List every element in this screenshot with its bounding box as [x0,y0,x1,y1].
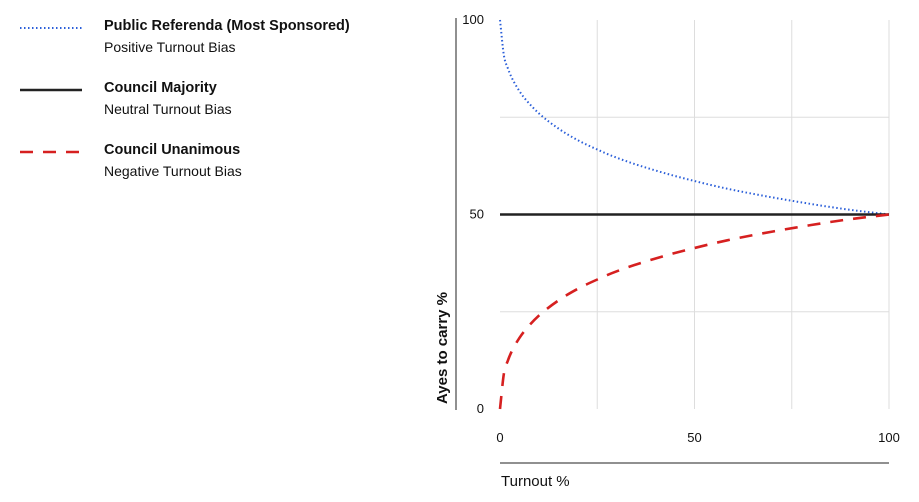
legend-item-public-referenda: Public Referenda (Most Sponsored) Positi… [20,18,400,80]
y-tick-label: 0 [477,401,484,416]
legend-item-council-majority: Council Majority Neutral Turnout Bias [20,80,400,142]
x-tick-label: 50 [687,430,701,445]
legend-item-council-unanimous: Council Unanimous Negative Turnout Bias [20,142,400,204]
legend-label: Council Unanimous [104,142,241,158]
x-tick-label: 100 [878,430,900,445]
y-tick-label: 50 [470,207,484,222]
tick-labels: 0 50 100 0 50 100 [462,12,900,445]
chart-legend: Public Referenda (Most Sponsored) Positi… [20,18,400,204]
x-axis-label: Turnout % [501,473,570,490]
legend-swatch-solid [20,88,82,92]
legend-sublabel: Positive Turnout Bias [104,39,236,55]
series-lines [498,19,890,410]
y-tick-label: 100 [462,12,484,27]
series-line-dashed [498,213,890,410]
legend-sublabel: Negative Turnout Bias [104,163,242,179]
legend-swatch-dashed [20,150,82,154]
legend-sublabel: Neutral Turnout Bias [104,101,232,117]
x-tick-label: 0 [496,430,503,445]
y-axis-label: Ayes to carry % [434,292,451,404]
legend-label: Public Referenda (Most Sponsored) [104,18,350,34]
legend-label: Council Majority [104,80,217,96]
